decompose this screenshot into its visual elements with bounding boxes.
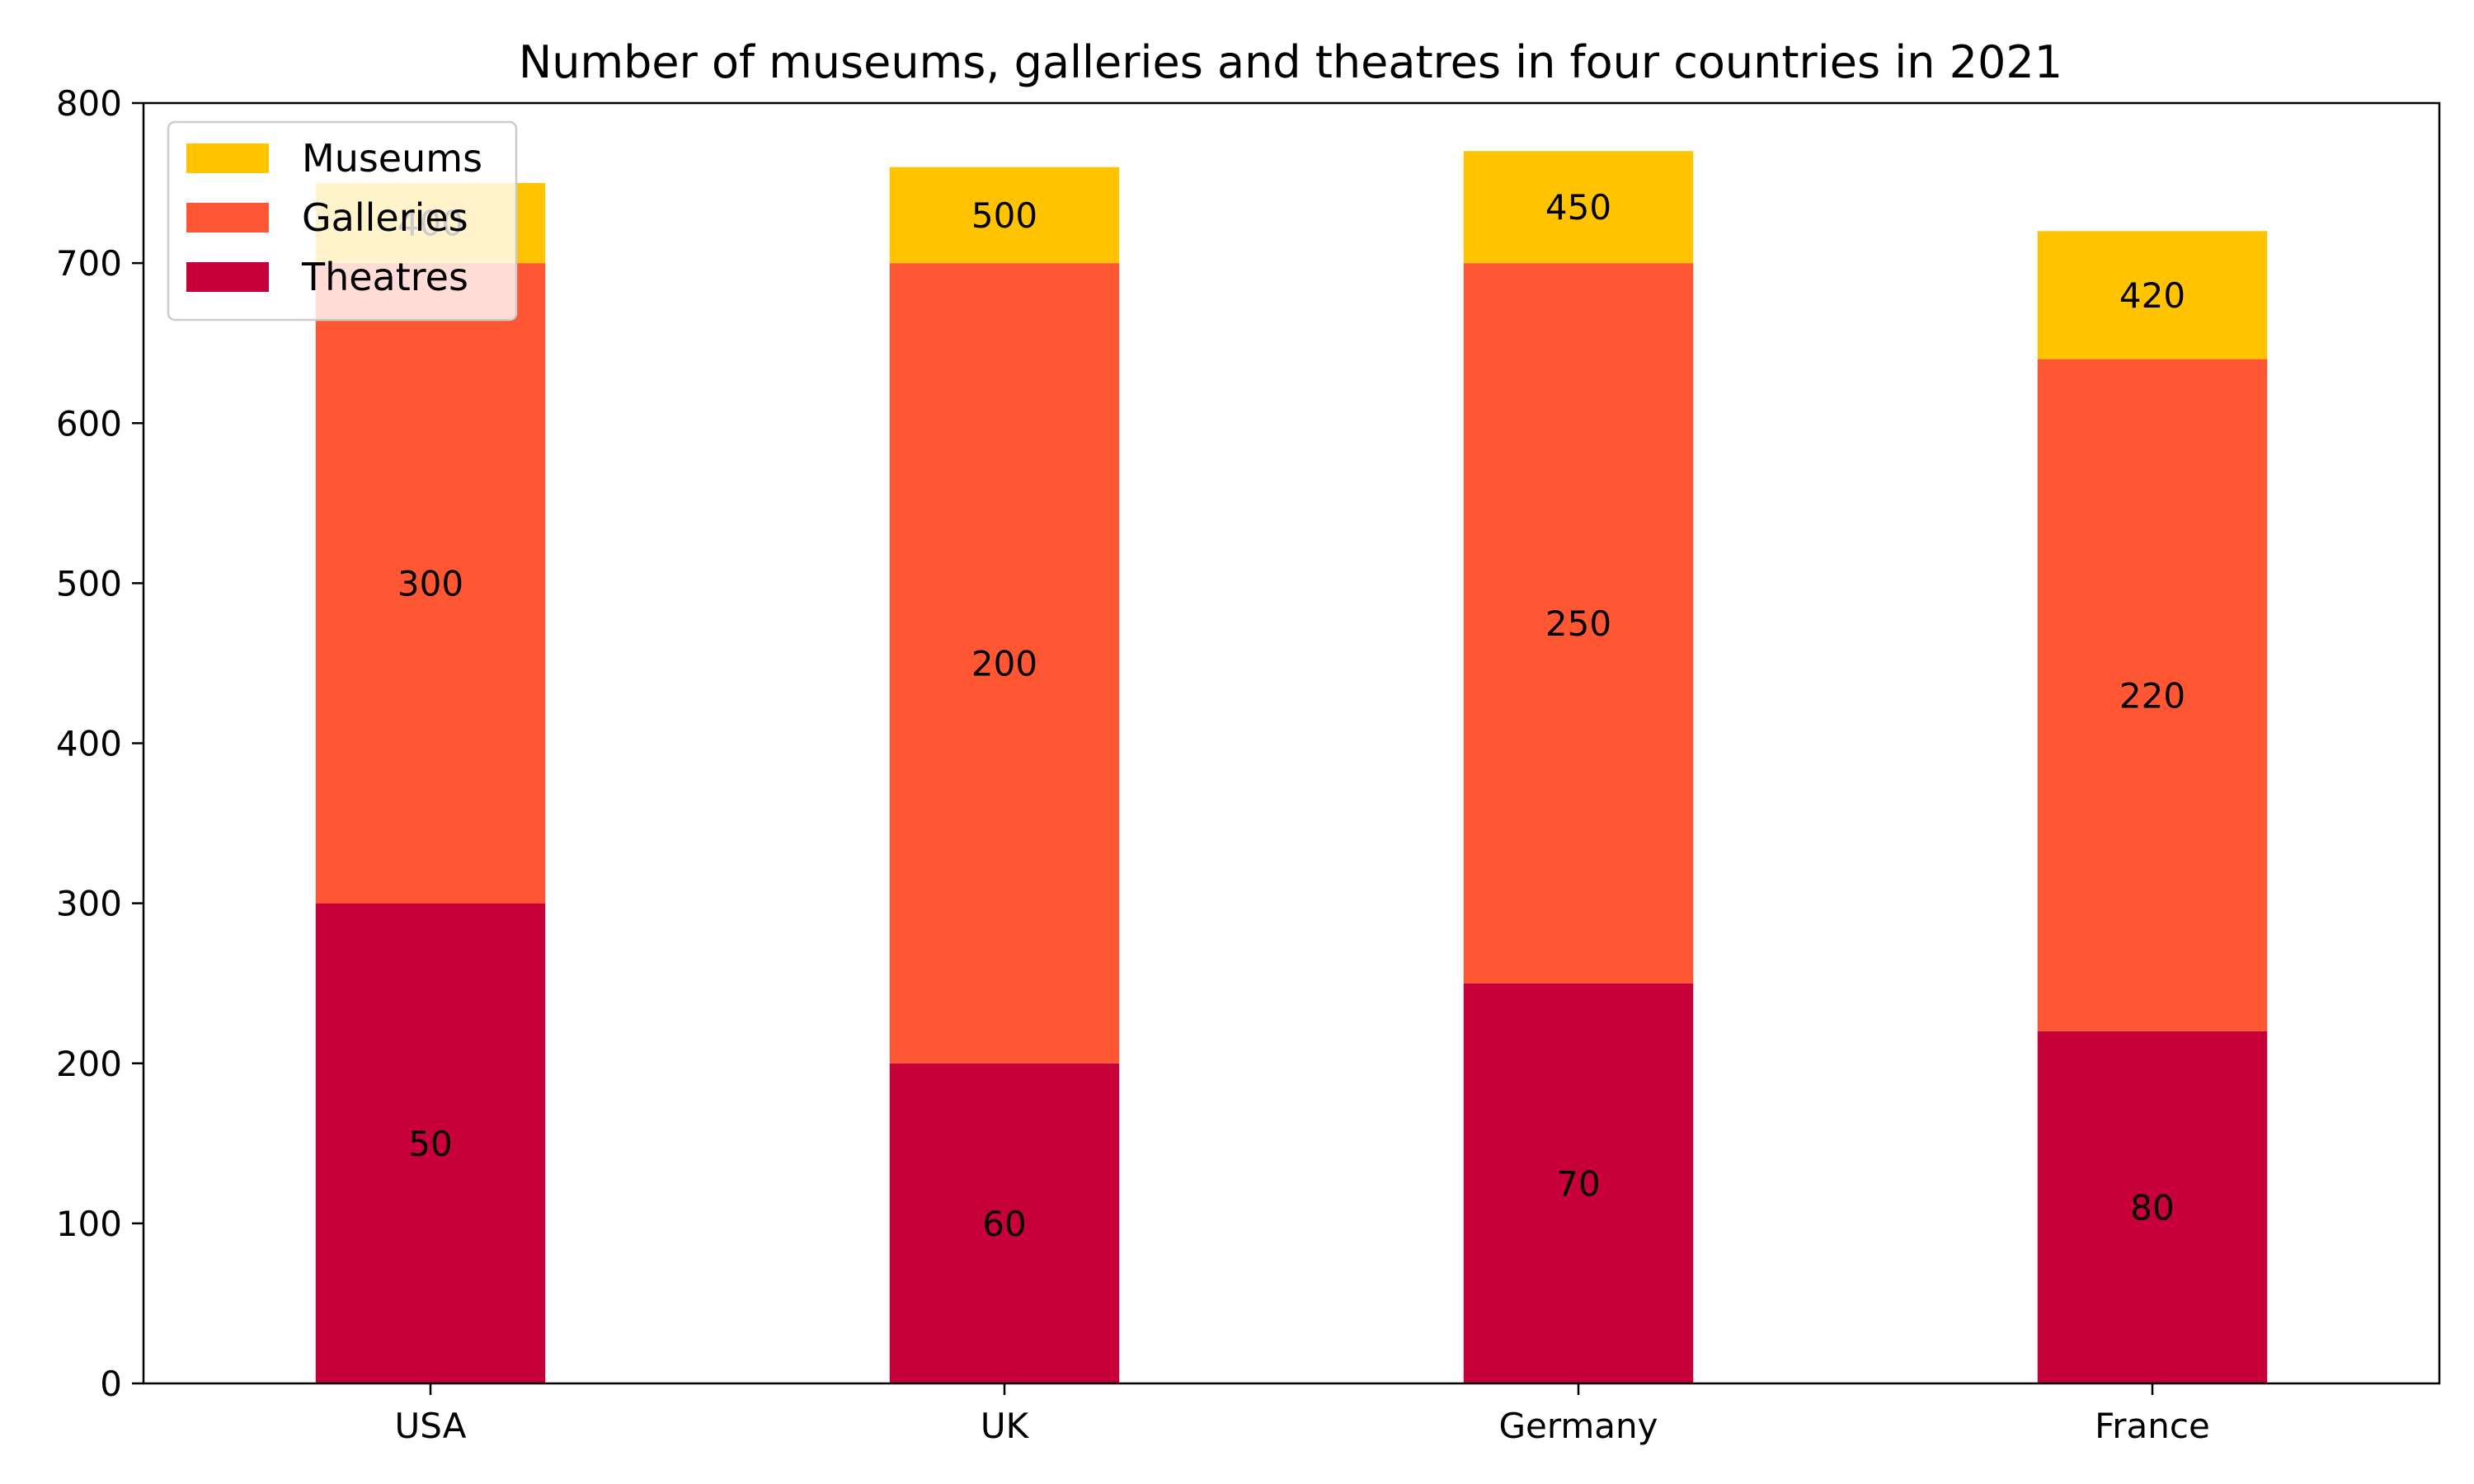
legend-label-galleries: Galleries	[302, 195, 468, 240]
data-label-galleries-france: 220	[2119, 675, 2185, 716]
data-label-theatres-usa: 50	[408, 1124, 452, 1164]
data-label-galleries-usa: 300	[397, 563, 463, 603]
data-label-museums-germany: 450	[1545, 187, 1611, 228]
bar-museums-uk	[889, 167, 1120, 264]
data-label-museums-uk: 500	[971, 195, 1037, 236]
axes-layer: 0 100 200 300 400 500 600 700 800 USA UK Germany Fra…	[56, 83, 2441, 1446]
y-tick-label: 0	[100, 1364, 122, 1404]
y-tick-label: 500	[56, 563, 122, 603]
data-label-galleries-germany: 250	[1545, 603, 1611, 644]
y-tick-label: 700	[56, 243, 122, 284]
y-tick-label: 300	[56, 884, 122, 924]
legend-swatch-museums	[186, 143, 269, 173]
bar-galleries-france	[2037, 359, 2268, 1031]
x-tick-label-usa: USA	[395, 1406, 467, 1446]
data-labels-layer: 50607080300200250220400500450420	[397, 187, 2185, 1244]
y-tick-label: 800	[56, 83, 122, 124]
data-label-theatres-uk: 60	[982, 1204, 1026, 1244]
x-tick-label-france: France	[2095, 1406, 2210, 1446]
legend-label-museums: Museums	[302, 136, 482, 181]
legend-swatch-theatres	[186, 262, 269, 292]
data-label-galleries-uk: 200	[971, 643, 1037, 683]
legend-swatch-galleries	[186, 203, 269, 232]
bar-theatres-uk	[889, 1063, 1120, 1383]
chart-title: Number of museums, galleries and theatre…	[519, 36, 2062, 88]
y-tick-label: 200	[56, 1044, 122, 1084]
bar-museums-germany	[1463, 151, 1694, 264]
y-tick-label: 100	[56, 1204, 122, 1244]
data-label-theatres-germany: 70	[1556, 1163, 1600, 1204]
bar-theatres-france	[2037, 1031, 2268, 1383]
x-tick-label-germany: Germany	[1498, 1406, 1658, 1446]
legend: Museums Galleries Theatres	[167, 120, 518, 322]
legend-label-theatres: Theatres	[301, 255, 468, 299]
bar-galleries-uk	[889, 263, 1120, 1064]
data-label-museums-france: 420	[2119, 275, 2185, 316]
bar-museums-france	[2037, 231, 2268, 359]
x-tick-label-uk: UK	[981, 1406, 1030, 1446]
bar-galleries-germany	[1463, 263, 1694, 984]
bar-galleries-usa	[315, 263, 546, 904]
bar-theatres-usa	[315, 903, 546, 1383]
bar-theatres-germany	[1463, 983, 1694, 1383]
data-label-theatres-france: 80	[2130, 1187, 2174, 1228]
y-tick-label: 400	[56, 724, 122, 764]
y-tick-label: 600	[56, 403, 122, 444]
bars-layer	[315, 151, 2268, 1383]
